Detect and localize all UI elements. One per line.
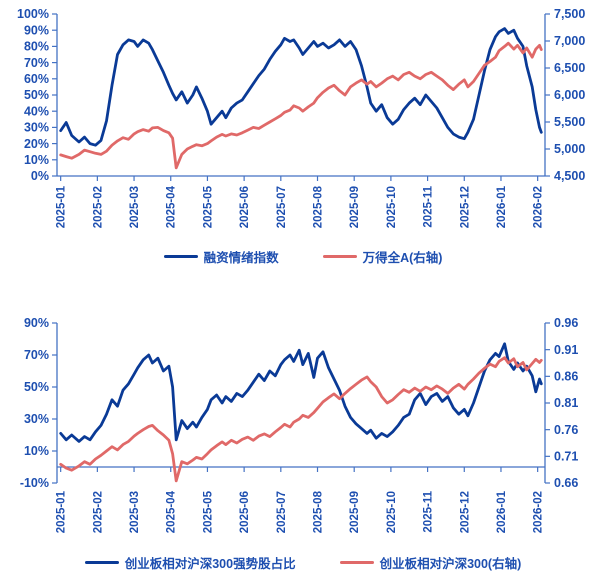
right-axis-tick-label: 6,000 bbox=[554, 88, 585, 102]
left-axis-tick-label: 100% bbox=[17, 7, 49, 21]
right-axis-tick-label: 0.81 bbox=[554, 396, 578, 410]
x-axis-tick-label: 2025-06 bbox=[239, 491, 251, 533]
x-axis-tick-label: 2025-09 bbox=[349, 186, 361, 228]
series-line-0 bbox=[59, 342, 543, 443]
right-axis-tick-label: 0.91 bbox=[554, 343, 578, 357]
series-line-1 bbox=[59, 41, 543, 170]
left-axis-tick-label: 90% bbox=[24, 316, 49, 330]
red-line-swatch bbox=[339, 560, 374, 564]
left-axis-tick-label: 70% bbox=[24, 348, 49, 362]
x-axis-tick-label: 2025-12 bbox=[459, 186, 471, 228]
x-axis-tick-label: 2025-01 bbox=[56, 490, 68, 533]
right-axis-tick-label: 0.71 bbox=[554, 450, 578, 464]
series-line-0 bbox=[59, 27, 543, 147]
left-axis-tick-label: 30% bbox=[24, 412, 49, 426]
x-axis-tick-label: 2025-05 bbox=[202, 490, 214, 533]
x-axis-tick-label: 2025-08 bbox=[313, 490, 325, 533]
x-axis-tick-label: 2025-08 bbox=[313, 185, 325, 228]
series-line-1 bbox=[59, 356, 543, 483]
financing-sentiment-chart: 0% 10% 20% 30% 40% 50% 60% 70% 80% 90% 100% 4,500 5,… bbox=[17, 7, 585, 228]
left-axis-tick-label: 20% bbox=[24, 137, 49, 151]
x-axis-tick-label: 2025-06 bbox=[239, 186, 251, 228]
right-axis-tick-label: 0.96 bbox=[554, 316, 578, 330]
x-axis-tick-label: 2025-10 bbox=[386, 491, 398, 533]
left-axis-tick-label: 50% bbox=[24, 380, 49, 394]
legend-item-wind-all-a: 万得全A(右轴) bbox=[322, 247, 443, 266]
x-axis-tick-label: 2026-02 bbox=[533, 186, 545, 228]
x-axis-tick-label: 2025-04 bbox=[166, 490, 178, 533]
left-axis-tick-label: 0% bbox=[31, 169, 49, 183]
x-axis-tick-label: 2025-11 bbox=[423, 490, 435, 532]
legend-label: 万得全A(右轴) bbox=[362, 250, 443, 265]
left-axis-tick-label: 80% bbox=[24, 40, 49, 54]
right-axis-tick-label: 7,000 bbox=[554, 34, 585, 48]
left-axis-tick-label: 30% bbox=[24, 121, 49, 135]
x-axis-tick-label: 2025-05 bbox=[202, 185, 214, 228]
x-axis-tick-label: 2025-01 bbox=[56, 185, 68, 228]
right-axis-tick-label: 7,500 bbox=[554, 7, 585, 21]
x-axis-tick-label: 2025-02 bbox=[92, 186, 104, 228]
left-axis-tick-label: 10% bbox=[24, 444, 49, 458]
x-axis-tick-label: 2025-03 bbox=[129, 186, 141, 228]
legend-item-chinext-relative-hs300: 创业板相对沪深300(右轴) bbox=[339, 553, 522, 572]
legend-item-financing-sentiment-index: 融资情绪指数 bbox=[163, 247, 279, 266]
legend-label: 融资情绪指数 bbox=[203, 250, 279, 265]
right-axis-tick-label: 4,500 bbox=[554, 169, 585, 183]
right-axis-tick-label: 0.66 bbox=[554, 476, 578, 490]
right-axis-tick-label: 0.76 bbox=[554, 423, 578, 437]
left-axis-tick-label: 90% bbox=[24, 23, 49, 37]
left-axis-tick-label: 50% bbox=[24, 88, 49, 102]
x-axis-tick-label: 2025-03 bbox=[129, 491, 141, 533]
chinext-chart-legend: 创业板相对沪深300强势股占比 创业板相对沪深300(右轴) bbox=[0, 552, 606, 572]
x-axis-tick-label: 2025-07 bbox=[276, 491, 288, 533]
left-axis-tick-label: 70% bbox=[24, 56, 49, 70]
legend-label: 创业板相对沪深300(右轴) bbox=[379, 556, 522, 571]
legend-label: 创业板相对沪深300强势股占比 bbox=[124, 556, 296, 571]
right-axis-tick-label: 0.86 bbox=[554, 370, 578, 384]
right-axis-tick-label: 6,500 bbox=[554, 61, 585, 75]
x-axis-tick-label: 2026-01 bbox=[496, 490, 508, 533]
left-axis-tick-label: 10% bbox=[24, 153, 49, 167]
x-axis-tick-label: 2025-12 bbox=[459, 491, 471, 533]
left-axis-tick-label: -10% bbox=[20, 476, 49, 490]
x-axis-tick-label: 2025-04 bbox=[166, 185, 178, 228]
financing-chart-legend: 融资情绪指数 万得全A(右轴) bbox=[0, 246, 606, 266]
left-axis-tick-label: 40% bbox=[24, 104, 49, 118]
x-axis-tick-label: 2025-10 bbox=[386, 186, 398, 228]
x-axis-tick-label: 2025-07 bbox=[276, 186, 288, 228]
chinext-relative-hs300-chart: -10% 10% 30% 50% 70% 90% 0.66 0.71 0.76 0.81 0.86 0… bbox=[20, 316, 579, 533]
blue-line-swatch bbox=[84, 560, 119, 564]
legend-item-chinext-strong-stock-ratio: 创业板相对沪深300强势股占比 bbox=[84, 553, 296, 572]
x-axis-tick-label: 2025-02 bbox=[92, 491, 104, 533]
x-axis-tick-label: 2025-11 bbox=[423, 185, 435, 227]
left-axis-tick-label: 60% bbox=[24, 72, 49, 86]
right-axis-tick-label: 5,000 bbox=[554, 142, 585, 156]
red-line-swatch bbox=[322, 254, 357, 258]
x-axis-tick-label: 2026-01 bbox=[496, 185, 508, 228]
blue-line-swatch bbox=[163, 254, 198, 258]
x-axis-tick-label: 2026-02 bbox=[533, 491, 545, 533]
x-axis-tick-label: 2025-09 bbox=[349, 491, 361, 533]
right-axis-tick-label: 5,500 bbox=[554, 115, 585, 129]
